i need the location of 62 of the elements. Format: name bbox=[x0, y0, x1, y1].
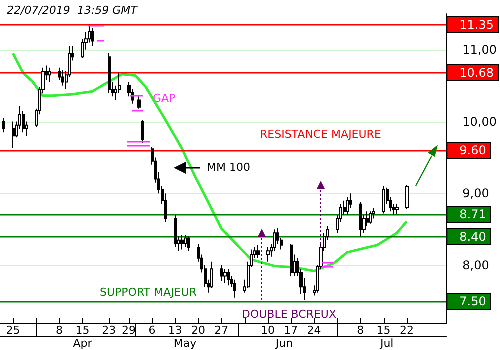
candlestick bbox=[227, 268, 230, 286]
x-tick-label: 23 bbox=[102, 324, 116, 337]
x-tick-label: 15 bbox=[76, 324, 90, 337]
candlestick bbox=[382, 186, 385, 214]
candlestick bbox=[223, 268, 227, 284]
chart-title: 22/07/2019 13:59 GMT bbox=[7, 4, 139, 17]
x-tick-label: 27 bbox=[214, 324, 229, 337]
y-tick-label: 10,00 bbox=[462, 114, 498, 129]
candlestick bbox=[369, 211, 372, 224]
annotation: SUPPORT MAJEUR bbox=[100, 286, 198, 299]
candlestick bbox=[2, 118, 5, 134]
x-tick-label: 25 bbox=[6, 324, 20, 337]
ref-line-label: 8.71 bbox=[460, 207, 486, 222]
annotation: DOUBLE BCREUX bbox=[242, 308, 337, 321]
candlestick bbox=[359, 202, 362, 238]
x-tick-label: 17 bbox=[284, 324, 298, 337]
ref-line-label: 11.35 bbox=[460, 18, 494, 32]
ref-line-label: 10.68 bbox=[460, 66, 494, 80]
line-series bbox=[12, 52, 408, 273]
series-label: MM 100 bbox=[207, 161, 250, 174]
candlestick bbox=[12, 121, 15, 149]
x-tick-label: 8 bbox=[56, 324, 64, 337]
candlestick bbox=[266, 247, 270, 262]
x-tick-label: 13 bbox=[168, 324, 182, 337]
candlestick bbox=[180, 234, 184, 250]
annotation: GAP bbox=[153, 92, 176, 105]
candlestick bbox=[210, 261, 213, 290]
x2-tick-label: Apr bbox=[73, 337, 93, 350]
x-tick-label: 24 bbox=[307, 324, 322, 337]
candlestick bbox=[256, 244, 260, 259]
ref-line-label: 9.60 bbox=[460, 144, 486, 158]
ref-line-label: 8.40 bbox=[460, 230, 486, 244]
candlestick bbox=[405, 184, 409, 210]
ref-line-label: 7.50 bbox=[460, 294, 486, 308]
x2-tick-label: Jun bbox=[274, 337, 294, 350]
annotation: RESISTANCE MAJEURE bbox=[260, 128, 382, 141]
x-tick-label: 10 bbox=[260, 324, 275, 337]
x-tick-label: 22 bbox=[400, 324, 414, 337]
candlestick bbox=[108, 53, 111, 94]
x-tick-label: 15 bbox=[376, 324, 391, 337]
x2-tick-label: Jul bbox=[379, 337, 394, 350]
candlestick bbox=[184, 234, 187, 248]
candlestick bbox=[187, 236, 190, 252]
candlestick bbox=[290, 243, 293, 277]
y-tick-label: 9,00 bbox=[462, 186, 490, 201]
y-tick-label: 8,00 bbox=[462, 258, 490, 273]
candlestick bbox=[91, 28, 94, 47]
candlestick bbox=[346, 196, 349, 216]
candlestick bbox=[233, 279, 236, 298]
x-tick-label: 20 bbox=[192, 324, 206, 337]
candlestick bbox=[395, 204, 399, 215]
candlestick bbox=[141, 120, 144, 144]
candlestick bbox=[48, 67, 51, 83]
candlestick bbox=[137, 96, 141, 110]
candlestick bbox=[220, 265, 223, 282]
y-tick-label: 11,00 bbox=[462, 42, 498, 57]
x-tick-label: 6 bbox=[148, 324, 156, 337]
candlestick bbox=[174, 214, 177, 248]
candlestick bbox=[61, 70, 64, 86]
x2-tick-label: May bbox=[174, 337, 198, 350]
x-tick-label: 29 bbox=[122, 324, 136, 337]
x-tick-label: 8 bbox=[357, 324, 364, 337]
